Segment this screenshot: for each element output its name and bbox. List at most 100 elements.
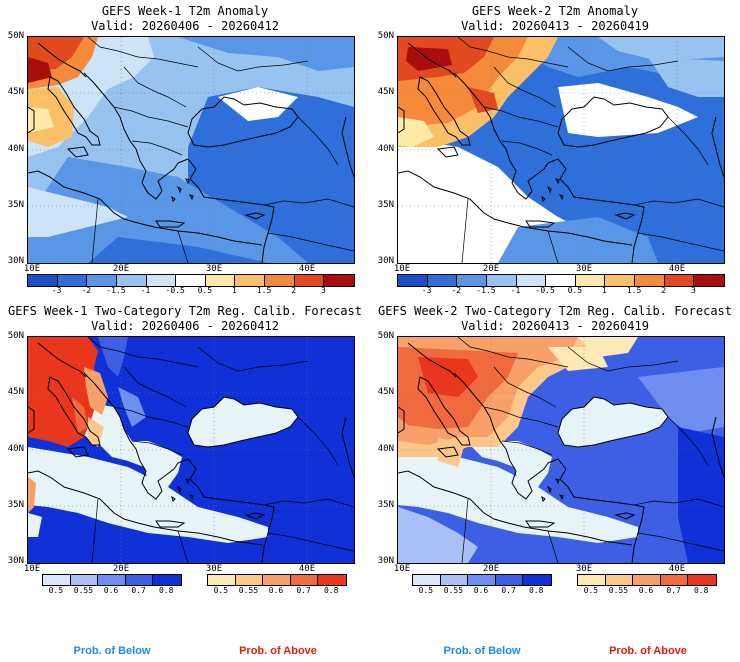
anomaly-colorbar-label: 2 bbox=[661, 286, 667, 295]
prob-above-colorbar bbox=[207, 574, 347, 586]
lat-label: 35N bbox=[7, 500, 24, 510]
lat-label: 30N bbox=[377, 556, 394, 566]
prob-colorbar-swatch bbox=[578, 575, 606, 585]
prob-colorbar-label: 0.8 bbox=[158, 586, 174, 595]
lat-label: 40N bbox=[7, 444, 24, 454]
probability-map bbox=[397, 336, 725, 564]
anomaly-colorbar-swatch bbox=[87, 275, 117, 286]
prob-colorbar-swatch bbox=[318, 575, 346, 585]
prob-colorbar-label: 0.55 bbox=[238, 586, 259, 595]
anomaly-colorbar-swatch bbox=[546, 275, 576, 286]
anomaly-colorbar-label: -3 bbox=[51, 286, 62, 295]
prob-colorbar-swatch bbox=[208, 575, 236, 585]
lon-label: 40E bbox=[298, 564, 316, 574]
lon-label: 30E bbox=[575, 264, 593, 274]
prob-colorbar-label: 0.6 bbox=[103, 586, 119, 595]
lat-label: 40N bbox=[377, 144, 394, 154]
panel-title: GEFS Week-2 T2m Anomaly bbox=[471, 4, 639, 18]
lat-label: 35N bbox=[7, 200, 24, 210]
lat-label: 35N bbox=[377, 200, 394, 210]
anomaly-colorbar-swatch bbox=[57, 275, 88, 286]
anomaly-colorbar-label: -0.5 bbox=[535, 286, 555, 295]
panel-valid-dates: Valid: 20260413 - 20260419 bbox=[461, 319, 649, 333]
anomaly-colorbar-label: 1.5 bbox=[256, 286, 272, 295]
anomaly-colorbar-swatch bbox=[324, 275, 354, 286]
anomaly-colorbar-label: 0.5 bbox=[567, 286, 583, 295]
panel-week2-anomaly: GEFS Week-2 T2m Anomaly Valid: 20260413 … bbox=[370, 0, 740, 296]
prob-colorbar-swatch bbox=[290, 575, 319, 585]
panel-title: GEFS Week-2 Two-Category T2m Reg. Calib.… bbox=[377, 304, 732, 318]
prob-colorbar-label: 0.8 bbox=[528, 586, 544, 595]
prob-colorbar-label: 0.8 bbox=[323, 586, 339, 595]
anomaly-colorbar-label: 1 bbox=[232, 286, 237, 295]
panel-week1-probability: GEFS Week-1 Two-Category T2m Reg. Calib.… bbox=[0, 300, 370, 595]
prob-colorbar-label: 0.7 bbox=[296, 586, 311, 595]
anomaly-colorbar-label: 1.5 bbox=[626, 286, 642, 295]
anomaly-colorbar-swatch bbox=[605, 275, 635, 286]
anomaly-colorbar-label: -1.5 bbox=[106, 286, 126, 295]
anomaly-colorbar-swatch bbox=[516, 275, 547, 286]
anomaly-colorbar-swatch bbox=[457, 275, 487, 286]
lat-label: 45N bbox=[377, 387, 394, 397]
prob-colorbar-swatch bbox=[235, 575, 264, 585]
prob-colorbar-label: 0.6 bbox=[473, 586, 489, 595]
lat-label: 50N bbox=[377, 31, 394, 41]
lat-label: 40N bbox=[377, 444, 394, 454]
prob-colorbar-label: 0.5 bbox=[213, 586, 229, 595]
anomaly-colorbar-swatch bbox=[635, 275, 665, 286]
anomaly-colorbar-label: 2 bbox=[291, 286, 297, 295]
prob-colorbar-label: 0.55 bbox=[608, 586, 629, 595]
prob-above-colorbar-labels: 0.5 0.55 0.6 0.7 0.8 bbox=[207, 586, 345, 596]
prob-colorbar-swatch bbox=[468, 575, 496, 585]
lat-label: 30N bbox=[7, 556, 24, 566]
anomaly-colorbar-label: 3 bbox=[690, 286, 696, 295]
anomaly-colorbar-label: -2 bbox=[81, 286, 92, 295]
anomaly-colorbar-swatch bbox=[146, 275, 177, 286]
lon-label: 20E bbox=[112, 264, 130, 274]
prob-colorbar-label: 0.55 bbox=[443, 586, 464, 595]
prob-colorbar-swatch bbox=[413, 575, 441, 585]
prob-below-colorbar-labels: 0.5 0.55 0.6 0.7 0.8 bbox=[42, 586, 180, 596]
prob-colorbar-swatch bbox=[98, 575, 126, 585]
anomaly-colorbar-label: 3 bbox=[320, 286, 326, 295]
anomaly-colorbar-label: -2 bbox=[451, 286, 462, 295]
anomaly-colorbar-label: -1 bbox=[510, 286, 521, 295]
anomaly-colorbar-swatch bbox=[28, 275, 58, 286]
anomaly-colorbar-label: -0.5 bbox=[165, 286, 185, 295]
lon-label: 40E bbox=[668, 264, 686, 274]
panel-valid-dates: Valid: 20260413 - 20260419 bbox=[461, 19, 649, 33]
prob-colorbar-swatch bbox=[263, 575, 291, 585]
prob-colorbar-swatch bbox=[70, 575, 99, 585]
prob-colorbar-label: 0.6 bbox=[268, 586, 284, 595]
anomaly-colorbar bbox=[397, 274, 725, 287]
prob-above-caption: Prob. of Above bbox=[609, 645, 687, 657]
lat-label: 35N bbox=[377, 500, 394, 510]
prob-colorbar-label: 0.7 bbox=[666, 586, 681, 595]
anomaly-colorbar-label: -3 bbox=[421, 286, 432, 295]
lon-label: 10E bbox=[23, 564, 41, 574]
anomaly-colorbar-swatch bbox=[116, 275, 147, 286]
anomaly-colorbar-label: -1.5 bbox=[476, 286, 496, 295]
lon-label: 30E bbox=[575, 564, 593, 574]
anomaly-colorbar-label: 0.5 bbox=[197, 286, 213, 295]
anomaly-colorbar-swatch bbox=[664, 275, 695, 286]
anomaly-map bbox=[397, 36, 725, 264]
anomaly-colorbar-swatch bbox=[575, 275, 606, 286]
probability-map bbox=[27, 336, 355, 564]
anomaly-colorbar bbox=[27, 274, 355, 287]
lat-label: 50N bbox=[7, 331, 24, 341]
anomaly-colorbar-swatch bbox=[265, 275, 295, 286]
anomaly-colorbar-swatch bbox=[205, 275, 236, 286]
prob-colorbar-swatch bbox=[43, 575, 71, 585]
lat-label: 30N bbox=[377, 256, 394, 266]
anomaly-map bbox=[27, 36, 355, 264]
panel-week2-probability: GEFS Week-2 Two-Category T2m Reg. Calib.… bbox=[370, 300, 740, 595]
lon-label: 20E bbox=[482, 264, 500, 274]
prob-colorbar-swatch bbox=[153, 575, 181, 585]
prob-colorbar-swatch bbox=[495, 575, 524, 585]
anomaly-colorbar-swatch bbox=[235, 275, 265, 286]
lon-label: 20E bbox=[112, 564, 130, 574]
prob-colorbar-label: 0.6 bbox=[638, 586, 654, 595]
panel-title: GEFS Week-1 Two-Category T2m Reg. Calib.… bbox=[7, 304, 362, 318]
prob-below-colorbar bbox=[412, 574, 552, 586]
